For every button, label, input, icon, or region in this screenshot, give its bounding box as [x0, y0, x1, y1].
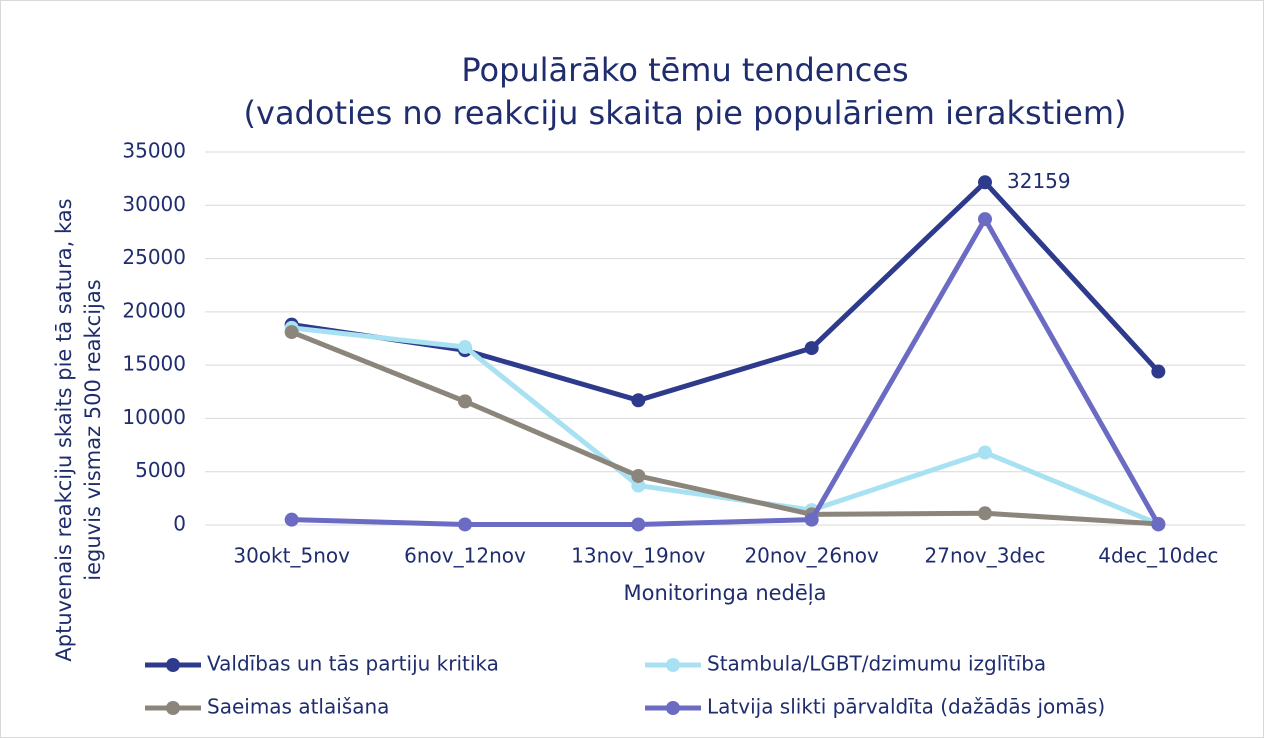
data-point — [458, 340, 472, 355]
data-point — [804, 341, 819, 356]
series-line — [290, 329, 1159, 527]
y-tick-label: 0 — [173, 512, 186, 536]
y-tick-label: 5000 — [135, 458, 186, 482]
data-point — [978, 212, 992, 227]
y-axis-title: Aptuvenais reakciju skaits pie tā satura… — [52, 198, 76, 661]
data-point — [631, 468, 646, 483]
x-tick-label: 6nov_12nov — [404, 544, 526, 568]
legend-label: Stambula/LGBT/dzimumu izglītība — [707, 652, 1046, 676]
y-tick-label: 25000 — [122, 245, 186, 269]
series-line — [291, 216, 1161, 527]
x-tick-label: 27nov_3dec — [925, 544, 1046, 568]
data-point — [631, 478, 646, 493]
legend-marker — [666, 701, 680, 715]
data-point — [1151, 517, 1166, 532]
x-axis-title: Monitoringa nedēļa — [623, 581, 826, 605]
data-label: 32159 — [1007, 169, 1071, 193]
data-point — [1151, 364, 1166, 379]
chart-title: (vadoties no reakciju skaita pie populār… — [244, 94, 1127, 132]
legend-marker — [666, 658, 680, 672]
legend-label: Valdības un tās partiju kritika — [207, 652, 499, 676]
legend-label: Latvija slikti pārvaldīta (dažādās jomās… — [707, 695, 1105, 719]
data-point — [978, 506, 992, 521]
data-point — [284, 512, 299, 527]
data-point — [458, 517, 472, 532]
data-point — [631, 517, 646, 532]
y-tick-label: 35000 — [122, 139, 186, 163]
chart-title: Populārāko tēmu tendences — [461, 51, 908, 89]
data-point — [804, 512, 819, 527]
y-tick-label: 10000 — [122, 405, 186, 429]
legend-marker — [166, 658, 180, 672]
legend-marker — [166, 701, 180, 715]
data-point — [284, 325, 299, 340]
x-tick-label: 13nov_19nov — [571, 544, 706, 568]
x-tick-label: 4dec_10dec — [1098, 544, 1218, 568]
data-point — [978, 445, 992, 460]
y-tick-label: 20000 — [122, 298, 186, 322]
y-axis-title: ieguvis vismaz 500 reakcijas — [81, 279, 105, 580]
y-tick-label: 30000 — [122, 192, 186, 216]
x-tick-label: 20nov_26nov — [744, 544, 879, 568]
x-tick-label: 30okt_5nov — [233, 544, 350, 568]
series-line — [291, 325, 1160, 527]
data-point — [631, 393, 646, 408]
legend-label: Saeimas atlaišana — [207, 695, 389, 719]
y-tick-label: 15000 — [122, 352, 186, 376]
data-point — [458, 394, 472, 409]
data-point — [978, 175, 992, 190]
